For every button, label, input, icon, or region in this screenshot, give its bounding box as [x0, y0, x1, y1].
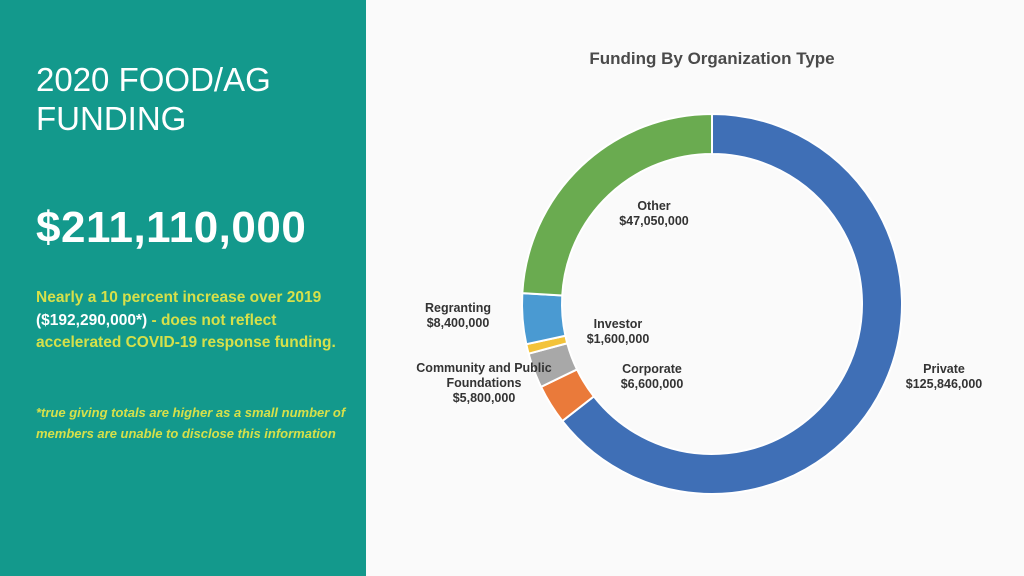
- slice-private: [560, 112, 903, 495]
- description-2019-amount: ($192,290,000*): [36, 311, 148, 329]
- footnote: *true giving totals are higher as a smal…: [36, 405, 346, 441]
- label-regranting: Regranting $8,400,000: [425, 301, 491, 330]
- label-value-community-and-public-foundations: $5,800,000: [453, 391, 516, 405]
- label-private: Private $125,846,000: [906, 362, 983, 391]
- label-name-private: Private: [923, 362, 965, 376]
- label-community-and-public-foundations: Community and Public Foundations $5,800,00…: [416, 361, 551, 405]
- chart-slices: [521, 112, 903, 495]
- funding-description: Nearly a 10 percent increase over 2019 (…: [36, 287, 346, 355]
- total-funding-amount: $211,110,000: [36, 203, 307, 252]
- headline: 2020 FOOD/AG FUNDING: [36, 60, 356, 138]
- donut-chart: Funding By Organization Type Private $125…: [416, 49, 982, 495]
- label-corporate: Corporate $6,600,000: [621, 362, 684, 391]
- slice-other: [521, 112, 713, 297]
- chart-title: Funding By Organization Type: [589, 49, 834, 68]
- description-text-end: - does not reflect accelerated COVID-19 …: [36, 311, 336, 352]
- headline-line-1: 2020 FOOD/AG: [36, 61, 271, 98]
- label-name-regranting: Regranting: [425, 301, 491, 315]
- left-panel: 2020 FOOD/AG FUNDING $211,110,000 Nearly…: [0, 0, 366, 576]
- label-investor: Investor $1,600,000: [587, 317, 650, 346]
- label-name-investor: Investor: [594, 317, 643, 331]
- chart-panel: Funding By Organization Type Private $125…: [366, 0, 1024, 576]
- label-value-investor: $1,600,000: [587, 332, 650, 346]
- slice-regranting: [521, 292, 567, 346]
- description-text-start: Nearly a 10 percent increase over 2019: [36, 289, 322, 306]
- label-value-corporate: $6,600,000: [621, 377, 684, 391]
- headline-line-2: FUNDING: [36, 100, 187, 137]
- label-name-other: Other: [637, 199, 670, 213]
- label-value-private: $125,846,000: [906, 377, 983, 391]
- label-name-corporate: Corporate: [622, 362, 682, 376]
- label-name-community-and-public-foundations: Foundations: [447, 376, 522, 390]
- label-value-regranting: $8,400,000: [427, 316, 490, 330]
- label-other: Other $47,050,000: [619, 199, 689, 228]
- label-value-other: $47,050,000: [619, 214, 689, 228]
- label-name-community-and-public-foundations: Community and Public: [416, 361, 551, 375]
